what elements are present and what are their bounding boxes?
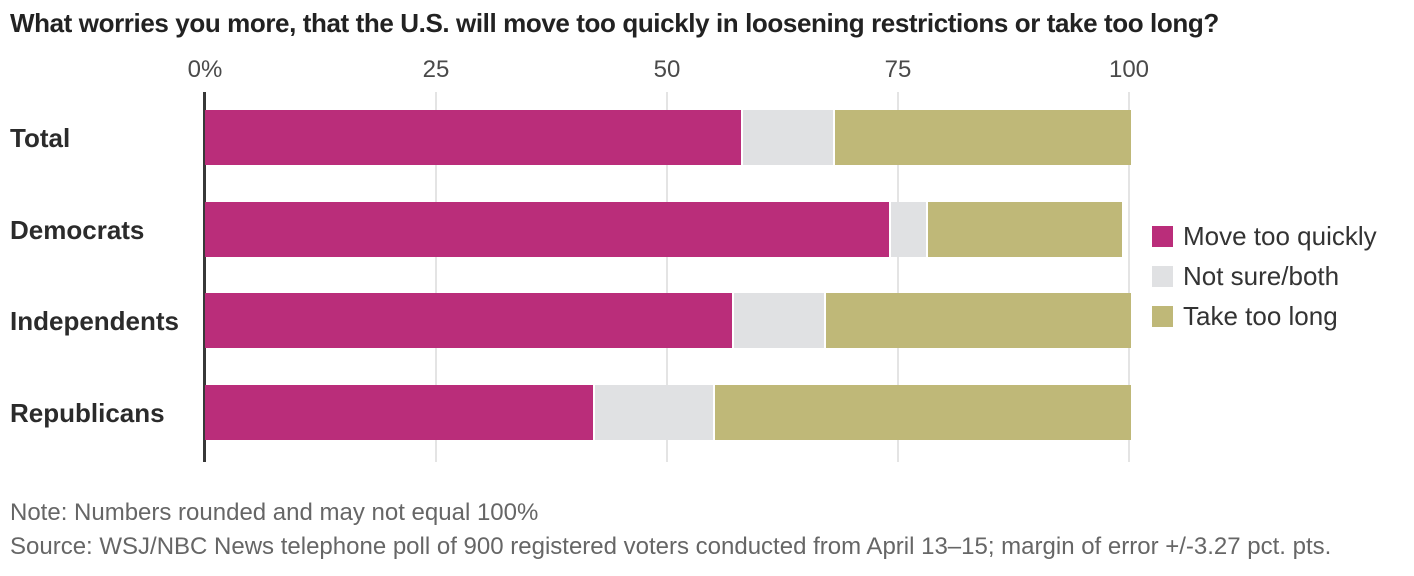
legend-label-not-sure-both: Not sure/both: [1183, 261, 1340, 291]
row-label-total: Total: [10, 123, 71, 153]
gridline-75: [897, 92, 899, 462]
chart-footer: Note: Numbers rounded and may not equal …: [10, 496, 1410, 564]
legend-item-take-too-long: Take too long: [1152, 301, 1377, 332]
x-axis-tick-label-50: 50: [653, 56, 681, 83]
bar-row-republicans: [205, 385, 1137, 440]
row-label-independents: Independents: [10, 306, 180, 336]
x-axis-tick-label-25: 25: [422, 56, 450, 83]
bar-segment-independents-not-sure-both: [731, 293, 827, 348]
legend: Move too quickly Not sure/both Take too lo…: [1152, 221, 1377, 332]
bar-segment-total-take-too-long: [833, 110, 1131, 165]
bar-segment-republicans-take-too-long: [713, 385, 1131, 440]
bar-segment-republicans-move-too-quickly: [205, 385, 594, 440]
legend-label-move-too-quickly: Move too quickly: [1183, 221, 1377, 251]
legend-label-take-too-long: Take too long: [1183, 301, 1338, 331]
legend-item-move-too-quickly: Move too quickly: [1152, 221, 1377, 252]
bar-segment-democrats-move-too-quickly: [205, 202, 889, 257]
bar-segment-republicans-not-sure-both: [593, 385, 716, 440]
bar-row-independents: [205, 293, 1137, 348]
note-text: Note: Numbers rounded and may not equal …: [10, 499, 539, 526]
x-axis-tick-label-100: 100: [1108, 56, 1150, 83]
bar-segment-independents-move-too-quickly: [205, 293, 732, 348]
row-label-democrats: Democrats: [10, 215, 145, 245]
bar-segment-total-not-sure-both: [740, 110, 836, 165]
bar-segment-democrats-take-too-long: [925, 202, 1122, 257]
legend-swatch-take-too-long: [1152, 306, 1173, 327]
bar-segment-democrats-not-sure-both: [888, 202, 928, 257]
bar-row-democrats: [205, 202, 1137, 257]
y-axis-baseline: [203, 92, 206, 462]
bar-row-total: [205, 110, 1137, 165]
bar-segment-independents-take-too-long: [824, 293, 1131, 348]
gridline-100: [1128, 92, 1130, 462]
chart-title: What worries you more, that the U.S. wil…: [10, 8, 1219, 38]
bar-segment-total-move-too-quickly: [205, 110, 741, 165]
row-label-republicans: Republicans: [10, 398, 165, 428]
x-axis-tick-label-0: 0%: [187, 56, 223, 83]
legend-swatch-move-too-quickly: [1152, 226, 1173, 247]
legend-swatch-not-sure-both: [1152, 266, 1173, 287]
source-text: Source: WSJ/NBC News telephone poll of 9…: [10, 533, 1332, 560]
gridline-50: [666, 92, 668, 462]
x-axis-tick-label-75: 75: [884, 56, 912, 83]
gridline-25: [435, 92, 437, 462]
legend-item-not-sure-both: Not sure/both: [1152, 261, 1377, 292]
